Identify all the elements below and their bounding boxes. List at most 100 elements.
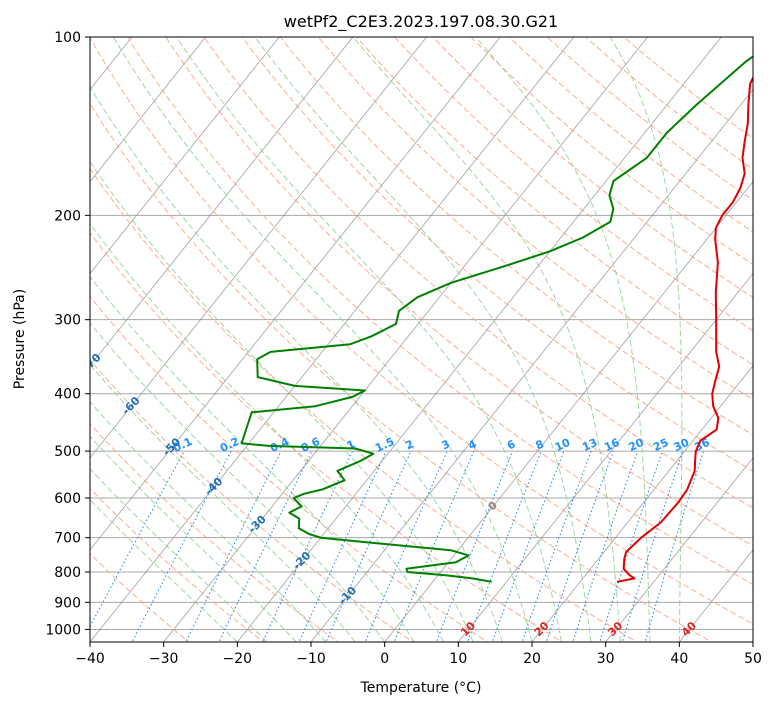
moist-adiabat-line	[90, 275, 415, 642]
dry-adiabat-line	[90, 231, 564, 642]
moist-adiabat-line	[254, 37, 592, 642]
dry-adiabat-line	[165, 37, 753, 547]
moist-adiabat-line	[112, 37, 533, 642]
moist-adiabat-line	[90, 160, 474, 642]
mixing-ratio-label: 30	[672, 436, 692, 454]
dry-adiabat-line	[470, 37, 753, 266]
x-tick-label: 20	[523, 651, 541, 667]
isotherm-line	[679, 549, 753, 642]
mixing-ratio-line	[298, 450, 387, 642]
moist-adiabat-line	[90, 86, 503, 642]
mixing-ratio-label: 8	[534, 437, 546, 452]
y-axis: 100 200 300 400 500 600 700 800 900 1000	[45, 30, 90, 638]
dry-adiabat-line	[127, 37, 753, 586]
isotherm-line	[90, 37, 427, 459]
isotherm-line	[90, 37, 354, 367]
y-tick-label: 700	[54, 531, 81, 547]
dry-adiabat-line	[90, 487, 265, 642]
x-tick-label: 10	[449, 651, 467, 667]
dry-adiabat-label: -100	[0, 204, 1, 233]
isotherm-line	[384, 180, 753, 642]
mixing-ratio-line	[435, 450, 514, 642]
isotherm-line	[163, 37, 648, 642]
mixing-ratio-line	[131, 450, 232, 642]
mixing-ratio-line	[572, 450, 639, 642]
dry-adiabat-line	[508, 37, 753, 233]
x-tick-label: 40	[670, 651, 688, 667]
mixing-ratio-label: 3	[440, 437, 452, 452]
isotherm-line	[90, 37, 280, 275]
isotherm-line	[458, 273, 753, 642]
mixing-ratio-line	[521, 450, 592, 642]
mixing-ratio-line	[218, 450, 313, 642]
dewpoint-profile	[240, 55, 753, 583]
moist-adiabat-line	[90, 222, 445, 642]
mixing-ratio-line	[466, 450, 542, 642]
dry-adiabat-line	[546, 37, 753, 201]
mixing-ratio-line	[491, 450, 565, 642]
moist-adiabat-line	[609, 37, 683, 642]
y-tick-label: 500	[54, 444, 81, 460]
moist-adiabat-line	[475, 37, 651, 642]
mixing-ratio-label: 2	[403, 437, 415, 452]
x-tick-label: −40	[75, 651, 105, 667]
isotherm-line	[0, 37, 58, 642]
mixing-ratio-label: 20	[626, 436, 646, 454]
mixing-ratio-label: 0.4	[268, 435, 291, 455]
mixing-ratio-label: 25	[651, 436, 670, 454]
grid-layer	[0, 37, 753, 642]
y-tick-label: 1000	[45, 622, 81, 638]
mixing-ratio-line	[621, 450, 684, 642]
isotherm-line	[90, 37, 575, 642]
mixing-ratio-label: 1.5	[373, 435, 396, 455]
dry-adiabat-label: -30	[246, 512, 269, 535]
x-tick-label: 30	[597, 651, 615, 667]
dry-adiabat-line	[90, 167, 639, 642]
dry-adiabat-line	[90, 359, 414, 642]
dry-adiabat-line	[355, 37, 753, 366]
mixing-ratio-line	[90, 450, 185, 628]
y-axis-label: Pressure (hPa)	[12, 289, 28, 389]
x-axis-label: Temperature (°C)	[360, 680, 482, 696]
moist-adiabat-line	[90, 363, 356, 642]
dry-adiabat-label: -70	[80, 351, 103, 374]
x-tick-label: 50	[744, 651, 762, 667]
chart-title: wetPf2_C2E3.2023.197.08.30.G21	[284, 12, 558, 32]
dry-adiabat-line	[203, 37, 753, 509]
y-tick-label: 800	[54, 565, 81, 581]
temperature-profile	[616, 75, 753, 583]
dry-adiabat-label: -20	[290, 549, 313, 572]
dry-adiabat-line	[584, 37, 753, 170]
x-tick-label: 0	[380, 651, 389, 667]
dry-adiabat-line	[90, 423, 340, 642]
isotherm-line	[531, 365, 753, 642]
dry-adiabat-label: -90	[8, 257, 31, 280]
dry-adiabat-line	[90, 37, 753, 625]
moist-adiabat-line	[352, 37, 621, 642]
dry-adiabat-line	[622, 37, 753, 139]
mixing-ratio-label: 6	[505, 437, 518, 452]
y-tick-label: 300	[54, 313, 81, 329]
isotherm-line	[90, 37, 501, 551]
moist-adiabat-line	[90, 435, 297, 642]
mixing-ratio-line	[262, 450, 353, 642]
x-tick-label: −30	[149, 651, 179, 667]
x-tick-label: −20	[223, 651, 253, 667]
y-tick-label: 100	[54, 30, 81, 46]
dry-adiabat-label: 20	[532, 619, 552, 639]
dry-adiabat-line	[90, 295, 489, 642]
profile-layer	[240, 55, 753, 583]
mixing-ratio-line	[599, 450, 663, 642]
dry-adiabat-line	[90, 553, 190, 642]
mixing-ratio-label: 13	[580, 436, 599, 454]
mixing-ratio-label: 16	[602, 436, 622, 454]
plot-frame	[89, 36, 754, 643]
mixing-ratio-label: 10	[553, 436, 573, 454]
dry-adiabat-label: 30	[605, 619, 625, 639]
isotherm-line	[752, 641, 753, 642]
y-tick-label: 600	[54, 491, 81, 507]
dry-adiabat-label: 40	[679, 619, 699, 639]
mixing-ratio-line	[644, 450, 705, 642]
mixing-ratio-label: 0.6	[299, 435, 322, 455]
